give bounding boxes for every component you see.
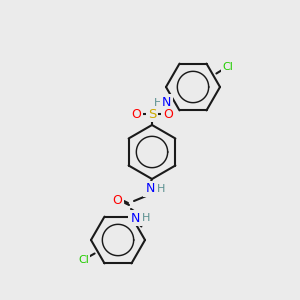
Text: H: H [153, 98, 162, 109]
Text: H: H [142, 213, 150, 223]
Text: Cl: Cl [78, 255, 89, 265]
Text: O: O [163, 107, 173, 121]
Text: H: H [157, 184, 165, 194]
Text: N: N [130, 212, 140, 224]
Text: N: N [162, 96, 171, 109]
Text: N: N [145, 182, 155, 196]
Text: S: S [148, 107, 156, 121]
Text: O: O [112, 194, 122, 206]
Text: O: O [131, 107, 141, 121]
Text: Cl: Cl [222, 62, 233, 72]
